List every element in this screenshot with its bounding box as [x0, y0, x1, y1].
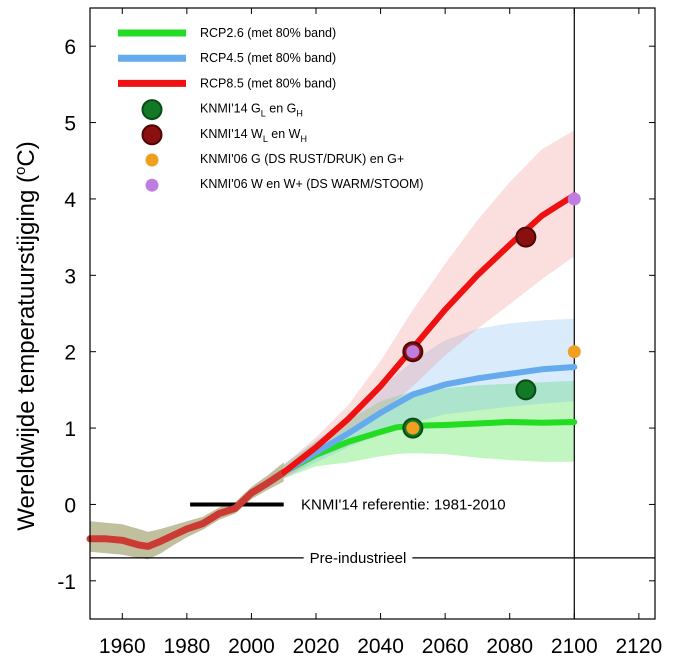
scenario-points [402, 192, 581, 439]
x-tick-label: 1960 [99, 635, 146, 658]
preindustrial-label: Pre-industrieel [310, 550, 407, 567]
y-axis-label-pre: Wereldwijde temperatuurstijging ( [13, 175, 40, 531]
x-tick-label: 2060 [422, 635, 469, 658]
legend-marker [145, 153, 159, 167]
legend-marker [145, 178, 159, 192]
axes: 1960 1980 2000 2020 2040 2060 2080 2100 2120 -1 0 1… [57, 7, 662, 658]
legend-label: KNMI'06 W en W+ (DS WARM/STOOM) [200, 177, 424, 191]
y-tick-label: 6 [64, 36, 76, 59]
point-4-2 [567, 192, 581, 206]
point-3-2 [567, 345, 581, 359]
legend-entry-7: KNMI'06 W en W+ (DS WARM/STOOM) [145, 177, 424, 192]
preindustrial-label-background [303, 549, 413, 567]
legend-label: RCP4.5 (met 80% band) [200, 51, 336, 65]
y-tick-label: 0 [64, 494, 76, 517]
point-1-2 [515, 379, 537, 401]
legend-entry-5: KNMI'14 WL en WH [141, 124, 307, 146]
legend-label: RCP8.5 (met 80% band) [200, 76, 336, 90]
x-tick-label: 2000 [228, 635, 275, 658]
plot-frame [89, 7, 656, 620]
x-tick-label: 2020 [293, 635, 340, 658]
y-axis-label-post: C) [13, 141, 40, 166]
legend-entry-4: KNMI'14 GL en GH [141, 99, 303, 121]
point-3-1 [406, 421, 420, 435]
y-tick-label: 4 [64, 189, 76, 212]
legend: RCP2.6 (met 80% band) RCP4.5 (met 80% ban… [118, 26, 424, 192]
legend-entry-6: KNMI'06 G (DS RUST/DRUK) en G+ [145, 152, 404, 167]
band-rcp85 [283, 130, 575, 479]
y-axis-label: Wereldwijde temperatuurstijging (oC) [12, 141, 40, 530]
y-axis-label-sup: o [12, 167, 29, 175]
legend-label: RCP2.6 (met 80% band) [200, 26, 336, 40]
y-tick-label: 1 [64, 418, 76, 441]
legend-label: KNMI'14 GL en GH [200, 102, 303, 119]
x-tick-label: 2080 [486, 635, 533, 658]
point-2-2 [515, 226, 537, 248]
x-tick-label: 1980 [163, 635, 210, 658]
y-tick-label: 3 [64, 265, 76, 288]
x-tick-label: 2040 [357, 635, 404, 658]
point-4-1 [406, 345, 420, 359]
legend-label: KNMI'06 G (DS RUST/DRUK) en G+ [200, 152, 404, 166]
reference-period-label: KNMI'14 referentie: 1981-2010 [301, 496, 506, 513]
band-rcp26 [283, 380, 575, 479]
line-rcp45 [280, 364, 578, 476]
y-tick-label: 2 [64, 342, 76, 365]
x-tick-label: 2120 [615, 635, 662, 658]
legend-entry-2: RCP4.5 (met 80% band) [118, 51, 336, 65]
legend-entry-3: RCP8.5 (met 80% band) [118, 76, 336, 90]
y-tick-label: -1 [57, 571, 76, 594]
legend-marker [141, 99, 163, 121]
legend-marker [141, 124, 163, 146]
legend-label: KNMI'14 WL en WH [200, 127, 307, 144]
historical-band [90, 462, 284, 560]
uncertainty-bands [90, 130, 575, 560]
y-tick-label: 5 [64, 113, 76, 136]
legend-entry-1: RCP2.6 (met 80% band) [118, 26, 336, 40]
x-tick-label: 2100 [551, 635, 598, 658]
historical-line [86, 468, 288, 550]
